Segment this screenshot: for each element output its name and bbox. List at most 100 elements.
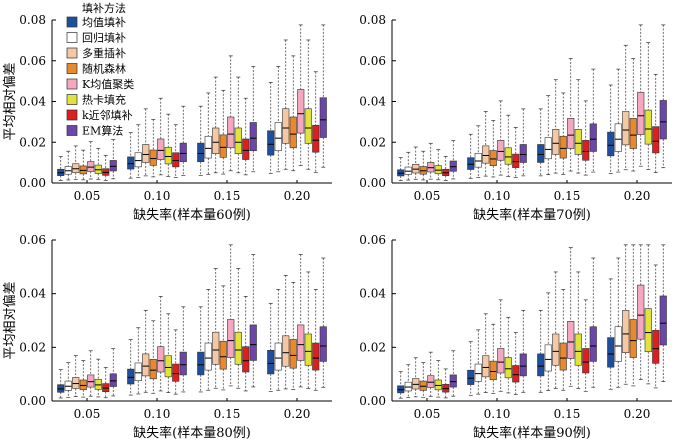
box — [434, 379, 442, 391]
box — [219, 340, 227, 370]
x-tick-label: 0.05 — [74, 407, 101, 421]
box — [319, 326, 327, 362]
box — [304, 333, 312, 366]
x-tick-label: 0.10 — [144, 407, 171, 421]
box — [474, 363, 482, 382]
y-tick-label: 0.00 — [19, 394, 46, 408]
box — [304, 108, 312, 144]
box — [312, 342, 320, 371]
box — [149, 359, 157, 380]
box — [544, 137, 552, 160]
box — [142, 353, 150, 377]
box — [449, 374, 457, 388]
box — [149, 149, 157, 166]
box — [109, 373, 117, 387]
box — [589, 326, 597, 362]
box — [652, 126, 660, 154]
box — [622, 111, 630, 146]
x-tick-label: 0.15 — [554, 407, 581, 421]
y-tick-label: 0.02 — [359, 135, 386, 149]
box — [607, 337, 615, 368]
box — [467, 369, 475, 385]
box — [637, 91, 645, 135]
legend-label: 均值填补 — [82, 15, 126, 29]
box — [552, 333, 560, 366]
box — [659, 295, 667, 346]
legend-label: K均值聚类 — [82, 77, 134, 91]
box — [559, 135, 567, 159]
box — [72, 377, 80, 389]
legend-swatch — [66, 63, 78, 74]
box — [134, 362, 142, 382]
box — [234, 127, 242, 154]
box — [582, 348, 590, 374]
y-tick-label: 0.02 — [359, 340, 386, 354]
box — [574, 333, 582, 366]
x-tick-label: 0.15 — [554, 189, 581, 203]
box — [497, 348, 505, 374]
box — [157, 346, 165, 373]
box — [134, 152, 142, 168]
panel-90: 0.00 0.02 0.04 0.06 缺失率(样本量90例) 0.05 0.10 0.15 0… — [359, 233, 672, 441]
box — [412, 378, 420, 390]
box — [204, 342, 212, 371]
box — [519, 353, 527, 377]
box — [297, 89, 305, 134]
box — [544, 344, 552, 372]
box — [242, 346, 250, 373]
y-tick-label: 0.06 — [19, 54, 46, 68]
x-tick-label: 0.05 — [414, 189, 441, 203]
x-tick-label: 0.20 — [624, 189, 651, 203]
box — [319, 97, 327, 138]
legend-swatch — [66, 78, 78, 90]
box — [127, 156, 135, 170]
box — [644, 308, 652, 353]
legend-swatch — [66, 16, 78, 28]
box — [622, 310, 630, 354]
legend-label: 多重插补 — [82, 46, 126, 60]
x-tick-label: 0.20 — [284, 189, 311, 203]
box — [512, 153, 520, 168]
y-axis-label: 平均相对偏差 — [3, 62, 18, 140]
box — [87, 374, 95, 388]
x-axis-label: 缺失率(样本量70例) — [473, 207, 591, 223]
y-tick-label: 0.02 — [19, 340, 46, 354]
box — [574, 129, 582, 155]
box — [289, 116, 297, 149]
box — [142, 144, 150, 163]
box — [467, 157, 475, 170]
x-axis-label: 缺失率(样本量60例) — [133, 207, 251, 223]
y-tick-label: 0.06 — [19, 233, 46, 247]
legend-swatch — [66, 94, 78, 105]
box — [109, 160, 117, 172]
y-tick-label: 0.00 — [19, 176, 46, 190]
box — [79, 379, 87, 391]
x-axis-label: 缺失率(样本量90例) — [473, 425, 591, 441]
y-tick-label: 0.08 — [19, 13, 46, 27]
box — [179, 142, 187, 163]
box — [504, 357, 512, 379]
box — [172, 152, 180, 168]
box — [87, 161, 95, 172]
x-tick-label: 0.10 — [484, 189, 511, 203]
box — [267, 349, 275, 375]
y-tick-label: 0.04 — [19, 287, 46, 301]
box — [559, 342, 567, 371]
x-tick-label: 0.10 — [144, 189, 171, 203]
box — [212, 331, 220, 365]
box — [179, 351, 187, 376]
box — [297, 324, 305, 361]
box — [607, 131, 615, 157]
box — [567, 118, 575, 149]
box — [219, 134, 227, 158]
box — [267, 130, 275, 156]
legend-swatch — [66, 125, 78, 136]
box — [242, 138, 250, 160]
legend-swatch — [66, 47, 78, 59]
box — [589, 123, 597, 152]
box — [164, 146, 172, 165]
box — [504, 147, 512, 165]
box — [157, 138, 165, 160]
